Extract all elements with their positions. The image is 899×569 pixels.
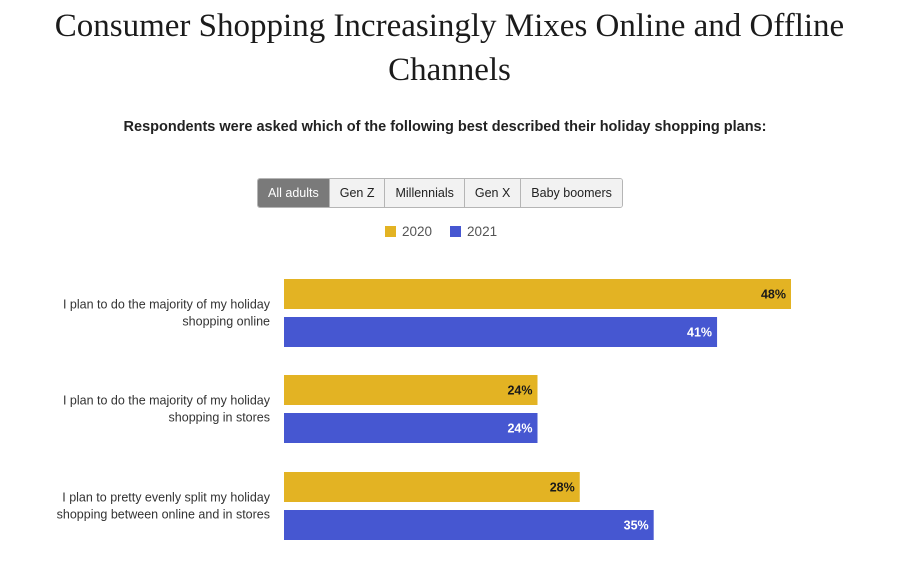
tab-gen-z[interactable]: Gen Z	[328, 179, 385, 207]
chart-subtitle: Respondents were asked which of the foll…	[123, 119, 767, 135]
category-label: I plan to do the majority of my holiday	[63, 298, 271, 312]
legend-swatch-2020	[385, 226, 396, 237]
legend-label-2021: 2021	[467, 224, 498, 239]
bar-2020[interactable]	[284, 375, 538, 405]
category-label: shopping online	[182, 315, 270, 329]
category-label: shopping in stores	[169, 411, 270, 425]
chart-legend: 2020 2021	[385, 224, 515, 239]
tab-all-adults[interactable]: All adults	[258, 179, 329, 207]
tab-gen-x[interactable]: Gen X	[463, 179, 521, 207]
tab-millennials[interactable]: Millennials	[384, 179, 464, 207]
category-label: shopping between online and in stores	[57, 508, 270, 522]
generation-tabs: All adults Gen Z Millennials Gen X Baby …	[257, 178, 623, 208]
legend-label-2020: 2020	[402, 224, 433, 239]
bar-2021[interactable]	[284, 510, 654, 540]
data-label-2021: 41%	[687, 326, 712, 340]
legend-swatch-2021	[450, 226, 462, 237]
data-label-2020: 28%	[550, 481, 575, 495]
data-label-2020: 48%	[761, 288, 786, 302]
tab-baby-boomers[interactable]: Baby boomers	[520, 179, 622, 207]
chart-title: Consumer Shopping Increasingly Mixes Onl…	[54, 8, 845, 88]
bar-2020[interactable]	[284, 279, 791, 309]
data-label-2021: 24%	[507, 422, 532, 436]
data-label-2020: 24%	[507, 384, 532, 398]
bar-2020[interactable]	[284, 472, 580, 502]
bar-2021[interactable]	[284, 317, 718, 347]
category-label: I plan to do the majority of my holiday	[63, 394, 271, 408]
legend-item-2020[interactable]: 2020	[385, 224, 432, 239]
bar-2021[interactable]	[284, 413, 538, 443]
data-label-2021: 35%	[624, 519, 649, 533]
category-label: I plan to pretty evenly split my holiday	[62, 491, 270, 505]
legend-item-2021[interactable]: 2021	[450, 224, 497, 239]
